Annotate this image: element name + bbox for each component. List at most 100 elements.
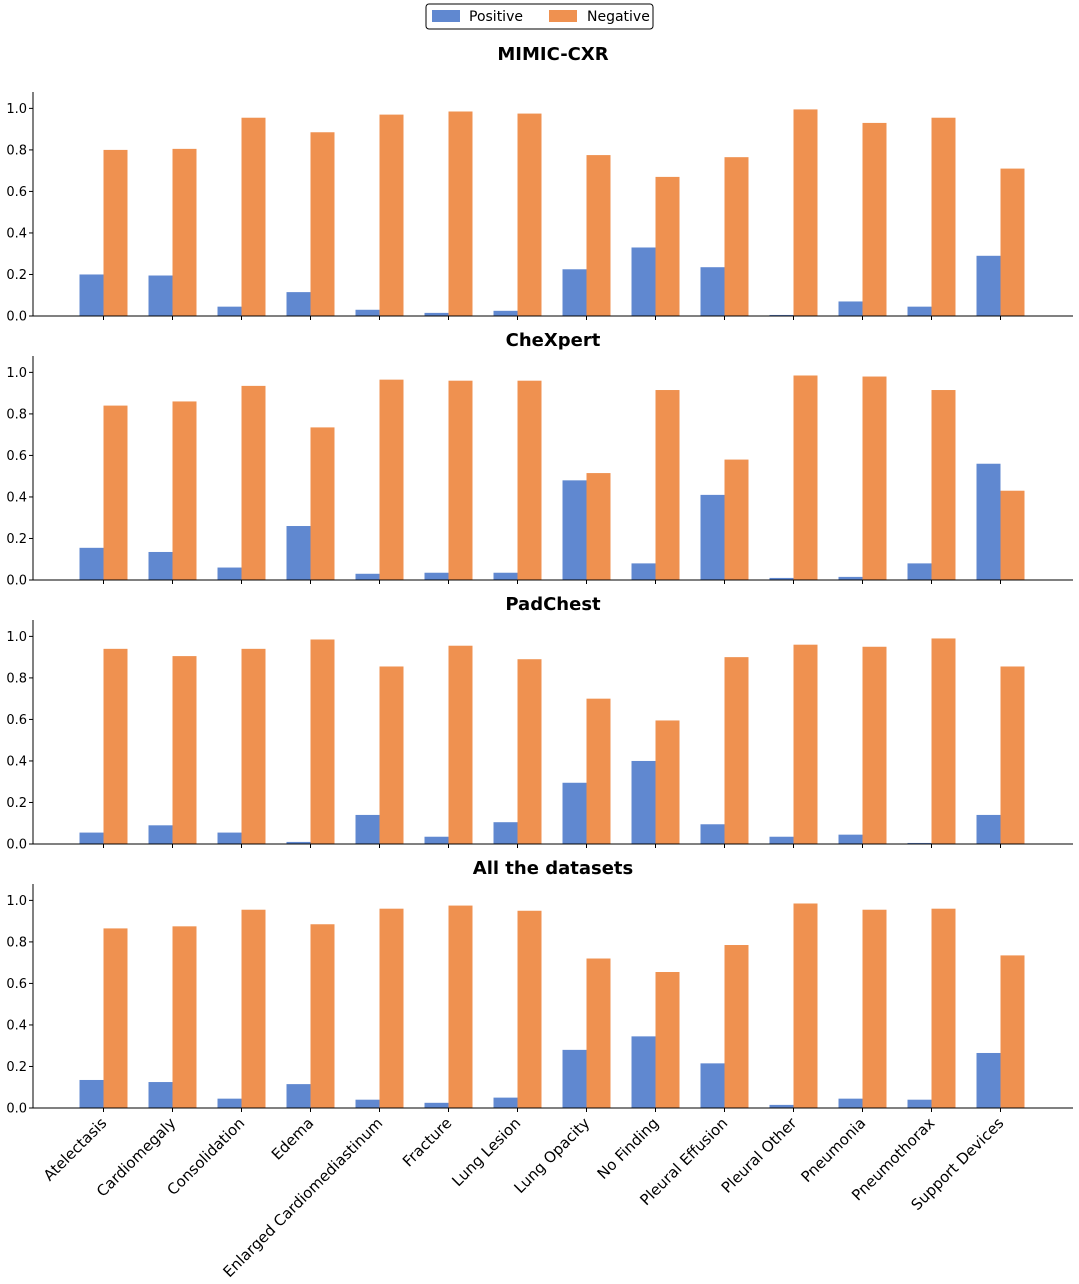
bar-negative bbox=[448, 905, 473, 1108]
bar-negative bbox=[241, 385, 266, 580]
bar-negative bbox=[379, 114, 404, 316]
bar-negative bbox=[172, 401, 197, 580]
panel-title: CheXpert bbox=[506, 330, 601, 351]
bar-negative bbox=[172, 148, 197, 316]
bar-positive bbox=[631, 563, 656, 580]
bar-negative bbox=[172, 656, 197, 844]
bar-negative bbox=[517, 910, 542, 1108]
x-tick-label: Atelectasis bbox=[40, 1114, 111, 1185]
bar-positive bbox=[838, 576, 863, 580]
bar-positive bbox=[493, 310, 518, 316]
bar-positive bbox=[424, 572, 449, 580]
bar-positive bbox=[769, 1104, 794, 1108]
bar-positive bbox=[493, 1097, 518, 1108]
y-tick-label: 0.2 bbox=[6, 1060, 27, 1075]
bar-negative bbox=[724, 945, 749, 1108]
bar-positive bbox=[355, 814, 380, 844]
y-tick-label: 1.0 bbox=[6, 366, 27, 381]
bar-negative bbox=[310, 639, 335, 844]
bar-positive bbox=[79, 1079, 104, 1108]
x-tick-label: Edema bbox=[268, 1114, 318, 1164]
y-tick-label: 1.0 bbox=[6, 630, 27, 645]
bar-positive bbox=[562, 1049, 587, 1108]
y-tick-label: 0.8 bbox=[6, 143, 27, 158]
bar-negative bbox=[724, 459, 749, 580]
bar-negative bbox=[448, 380, 473, 580]
bar-negative bbox=[379, 379, 404, 580]
y-tick-label: 0.2 bbox=[6, 268, 27, 283]
bar-positive bbox=[976, 1052, 1001, 1108]
panel-2: CheXpert 0.0 0.2 0.4 0.6 0.8 1.0 bbox=[6, 330, 1073, 589]
bar-negative bbox=[931, 638, 956, 844]
bar-negative bbox=[517, 659, 542, 844]
panel-title: MIMIC-CXR bbox=[497, 44, 608, 65]
bar-positive bbox=[217, 832, 242, 844]
x-tick-label: Pneumonia bbox=[797, 1114, 869, 1186]
panel-1: MIMIC-CXR 0.0 0.2 0.4 0.6 0.8 1.0 bbox=[6, 44, 1073, 325]
bar-positive bbox=[148, 551, 173, 580]
bar-positive bbox=[286, 526, 311, 580]
bar-positive bbox=[355, 1099, 380, 1108]
bar-positive bbox=[838, 1098, 863, 1108]
y-tick-label: 0.4 bbox=[6, 490, 27, 505]
bar-negative bbox=[379, 666, 404, 844]
bar-negative bbox=[586, 698, 611, 844]
bar-positive bbox=[700, 824, 725, 844]
bar-positive bbox=[148, 275, 173, 316]
y-tick-label: 1.0 bbox=[6, 894, 27, 909]
bar-negative bbox=[724, 157, 749, 316]
chart-panels: MIMIC-CXR 0.0 0.2 0.4 0.6 0.8 1.0 CheXpert 0.0 0.… bbox=[6, 44, 1073, 1281]
bar-negative bbox=[517, 113, 542, 316]
bar-positive bbox=[700, 494, 725, 580]
bar-positive bbox=[976, 463, 1001, 580]
bar-positive bbox=[907, 1099, 932, 1108]
bar-negative bbox=[793, 903, 818, 1108]
bar-positive bbox=[976, 255, 1001, 316]
y-tick-label: 0.0 bbox=[6, 1102, 27, 1117]
panel-3: PadChest 0.0 0.2 0.4 0.6 0.8 1.0 bbox=[6, 594, 1073, 853]
bar-positive bbox=[148, 1082, 173, 1108]
bar-positive bbox=[838, 301, 863, 316]
legend-label-negative: Negative bbox=[587, 9, 650, 25]
bar-positive bbox=[700, 1063, 725, 1108]
legend-box bbox=[425, 3, 654, 30]
bar-negative bbox=[310, 132, 335, 316]
bar-positive bbox=[562, 782, 587, 844]
bar-negative bbox=[310, 924, 335, 1108]
bar-negative bbox=[1000, 168, 1025, 316]
y-tick-label: 0.8 bbox=[6, 407, 27, 422]
bar-positive bbox=[355, 309, 380, 316]
y-tick-label: 0.6 bbox=[6, 977, 27, 992]
bar-positive bbox=[838, 834, 863, 844]
panel-title: All the datasets bbox=[473, 858, 633, 879]
bar-positive bbox=[424, 312, 449, 316]
bar-negative bbox=[241, 909, 266, 1108]
bar-negative bbox=[241, 117, 266, 316]
x-tick-label: No Finding bbox=[594, 1114, 663, 1183]
bar-positive bbox=[286, 292, 311, 316]
y-tick-label: 0.0 bbox=[6, 574, 27, 589]
bar-positive bbox=[562, 269, 587, 316]
bar-negative bbox=[241, 648, 266, 844]
bar-positive bbox=[976, 814, 1001, 844]
bar-positive bbox=[217, 306, 242, 316]
y-tick-label: 0.0 bbox=[6, 838, 27, 853]
bar-negative bbox=[862, 376, 887, 580]
bar-negative bbox=[448, 645, 473, 844]
bar-negative bbox=[103, 405, 128, 580]
bar-negative bbox=[172, 926, 197, 1108]
bar-negative bbox=[517, 380, 542, 580]
bar-positive bbox=[631, 760, 656, 844]
bar-positive bbox=[355, 573, 380, 580]
bar-positive bbox=[493, 822, 518, 844]
bar-positive bbox=[631, 247, 656, 316]
bar-positive bbox=[217, 567, 242, 580]
y-tick-label: 0.6 bbox=[6, 449, 27, 464]
y-tick-label: 0.6 bbox=[6, 185, 27, 200]
y-tick-label: 0.4 bbox=[6, 754, 27, 769]
x-tick-label: Fracture bbox=[399, 1114, 455, 1170]
bar-positive bbox=[700, 267, 725, 316]
bar-negative bbox=[862, 909, 887, 1108]
